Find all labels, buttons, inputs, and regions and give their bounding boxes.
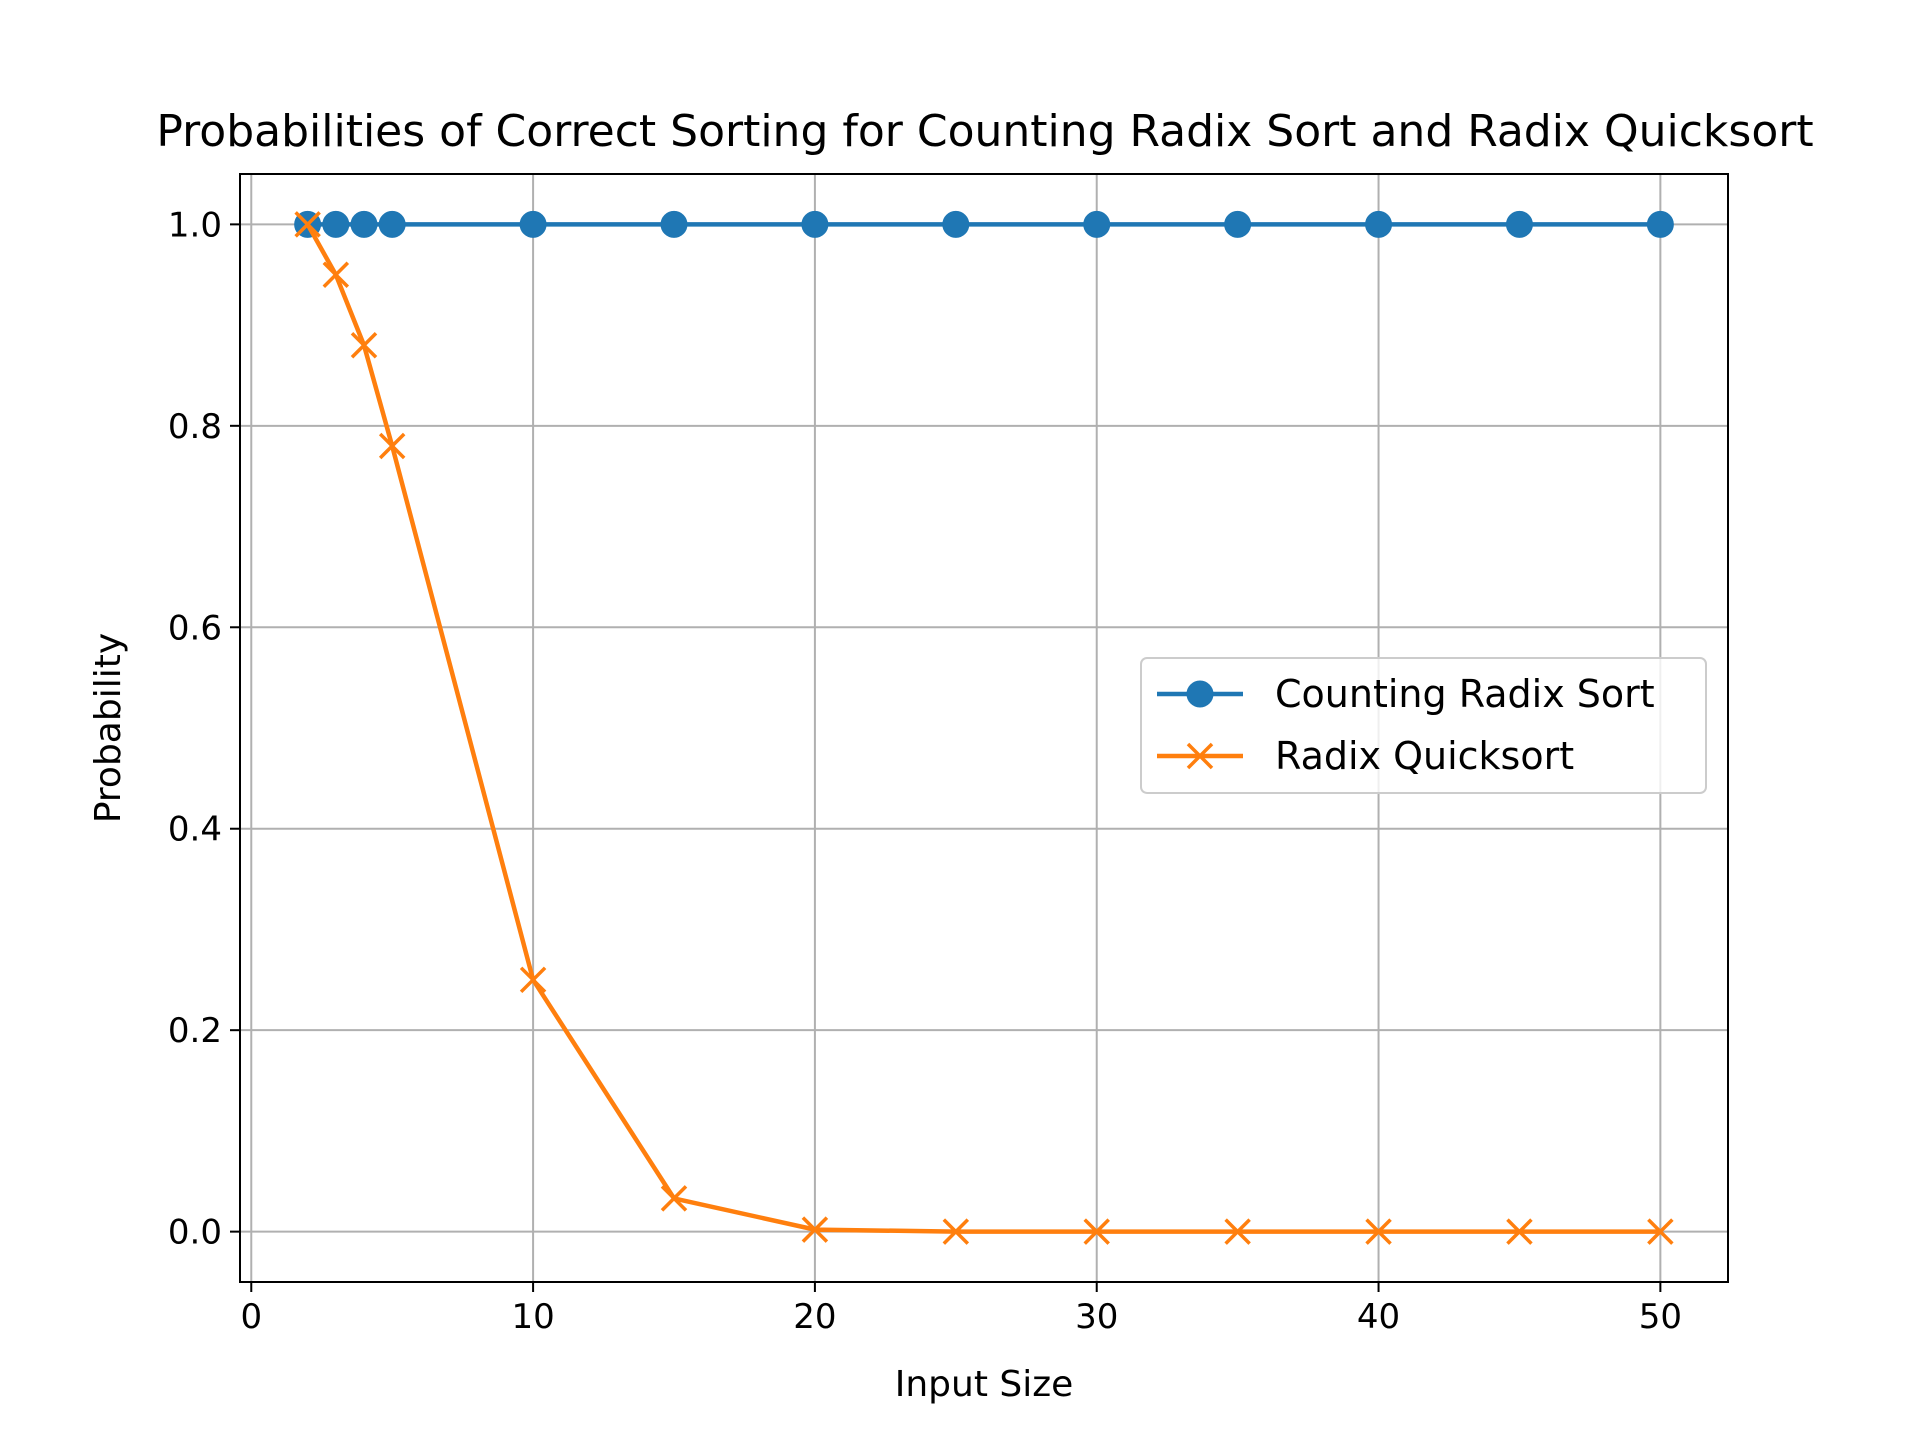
data-point (1224, 1218, 1251, 1245)
x-tick-label: 0 (240, 1297, 262, 1337)
data-point (378, 432, 406, 460)
data-point (1224, 210, 1252, 238)
data-point (350, 210, 378, 238)
data-point (660, 210, 688, 238)
data-point-stroke (1506, 1218, 1533, 1245)
data-point-stroke (350, 331, 378, 359)
data-point-stroke (519, 966, 547, 994)
data-point-stroke (1224, 1218, 1251, 1245)
legend-label: Counting Radix Sort (1275, 672, 1655, 716)
x-tick-label: 20 (793, 1297, 836, 1337)
data-point-stroke (801, 1216, 829, 1243)
data-point (1505, 210, 1533, 238)
data-point-stroke (660, 1185, 688, 1212)
series-group (294, 210, 1674, 1245)
data-point (294, 211, 321, 238)
data-point-stroke (1647, 1218, 1674, 1245)
data-point (1506, 1218, 1533, 1245)
grid-lines (240, 174, 1728, 1282)
data-point (322, 261, 350, 288)
data-point-stroke (1083, 1218, 1110, 1245)
data-point (1083, 1218, 1110, 1245)
data-point-stroke (322, 261, 350, 288)
x-tick-label: 40 (1357, 1297, 1400, 1337)
data-point-stroke (1365, 1218, 1392, 1245)
x-tick-label: 10 (511, 1297, 554, 1337)
data-point (1647, 1218, 1674, 1245)
data-point (1083, 210, 1111, 238)
legend: Counting Radix Sort Radix Quicksort (1140, 657, 1707, 794)
x-tick-label: 50 (1639, 1297, 1682, 1337)
legend-marker (1186, 742, 1214, 770)
legend-box (1140, 657, 1707, 794)
y-tick-label: 0.8 (168, 407, 222, 447)
legend-marker-stroke (1186, 742, 1214, 770)
data-point (350, 331, 378, 359)
data-point (1365, 1218, 1392, 1245)
data-point (1646, 210, 1674, 238)
legend-marker (1186, 680, 1214, 708)
data-point (322, 210, 350, 238)
data-point-stroke (942, 1218, 970, 1245)
data-point (942, 210, 970, 238)
axis-ticks: 0 10 20 30 40 50 0.0 0.2 0.4 0.6 0.8 1.0 (168, 205, 1682, 1337)
data-point-stroke (294, 211, 321, 238)
y-axis-label: Probability (88, 633, 129, 823)
x-axis-label: Input Size (895, 1364, 1074, 1405)
data-point (378, 210, 406, 238)
series-2 (294, 211, 1674, 1245)
legend-label: Radix Quicksort (1275, 734, 1574, 778)
data-point (660, 1185, 688, 1212)
y-tick-label: 1.0 (168, 205, 222, 245)
data-point (519, 966, 547, 994)
data-point (801, 210, 829, 238)
y-tick-label: 0.0 (168, 1213, 222, 1253)
x-tick-label: 30 (1075, 1297, 1118, 1337)
chart-title: Probabilities of Correct Sorting for Cou… (156, 106, 1813, 157)
y-tick-label: 0.2 (168, 1011, 222, 1051)
data-point (1365, 210, 1393, 238)
data-point (801, 1216, 829, 1243)
data-point (519, 210, 547, 238)
y-tick-label: 0.6 (168, 608, 222, 648)
data-point (942, 1218, 970, 1245)
plot-frame (239, 173, 1729, 1283)
y-tick-label: 0.4 (168, 810, 222, 850)
data-point-stroke (378, 432, 406, 460)
